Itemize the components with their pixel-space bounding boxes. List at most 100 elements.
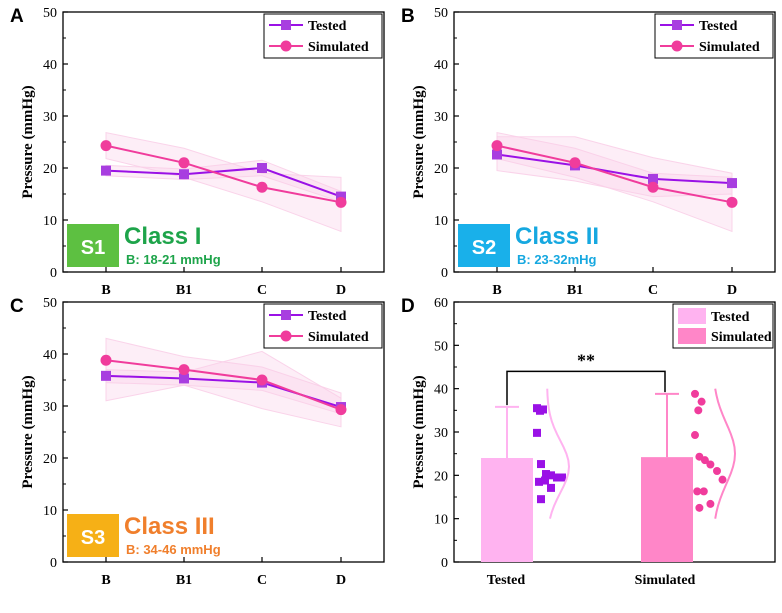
simulated-point: [100, 354, 112, 366]
y-tick-label: 0: [50, 266, 57, 281]
tested-line: [496, 153, 733, 185]
class-code: S2: [472, 237, 496, 259]
tested-dot: [537, 495, 545, 504]
legend-simulated-marker: [280, 330, 292, 342]
y-tick-label: 10: [43, 214, 57, 229]
legend: Tested Simulated: [654, 13, 774, 59]
y-tick-label: 0: [50, 556, 57, 571]
x-tick-label: D: [727, 283, 737, 298]
x-tick-label: B: [101, 573, 110, 588]
simulated-point: [335, 404, 347, 416]
x-tick-label: C: [648, 283, 658, 298]
class-code: S3: [81, 527, 105, 549]
tested-point: [179, 169, 189, 180]
y-tick-label: 60: [434, 296, 448, 311]
y-tick-label: 30: [434, 426, 448, 441]
legend-tested-marker: [672, 20, 682, 30]
simulated-point: [100, 140, 112, 152]
simulated-point: [569, 157, 581, 169]
simulated-dot: [691, 389, 699, 398]
y-axis-label: Pressure (mmHg): [411, 375, 427, 488]
class-box: [67, 224, 119, 267]
class-title: Class I: [124, 223, 201, 250]
legend-simulated-swatch: [678, 328, 706, 344]
tested-point: [179, 373, 189, 384]
legend-tested-label: Tested: [308, 309, 347, 324]
x-tick-label: D: [336, 573, 346, 588]
y-tick-label: 50: [43, 296, 57, 311]
simulated-dot: [693, 487, 702, 496]
panel-letter: C: [10, 296, 24, 317]
y-tick-label: 40: [43, 348, 57, 363]
panel-letter: A: [10, 6, 24, 27]
x-tick-label: Tested: [487, 573, 526, 588]
panel-letter: D: [401, 296, 415, 317]
panel-b: B 0 10 20 30 40 50 B B1 C D Pressure (mmHg) Tested S…: [401, 6, 776, 298]
tested-point: [727, 178, 737, 189]
legend-tested-label: Tested: [308, 19, 347, 34]
legend-simulated-label: Simulated: [308, 40, 369, 55]
x-tick-label: B1: [567, 283, 583, 298]
panel-d: D 0 10 20 30 40 50 60 Tested Simulated Pressure (…: [401, 296, 776, 588]
tested-point: [648, 173, 658, 184]
tested-dot: [553, 473, 561, 482]
panel-c: C 0 10 20 30 40 50 B B1 C D Pressure (mmHg) Tested S…: [10, 296, 385, 588]
x-tick-label: B: [492, 283, 501, 298]
x-tick-label: B1: [176, 283, 192, 298]
y-tick-label: 50: [434, 339, 448, 354]
simulated-dot: [718, 475, 727, 484]
y-tick-label: 30: [434, 110, 448, 125]
simulated-dot: [699, 487, 708, 496]
tested-dot: [535, 477, 543, 486]
tested-point: [101, 370, 111, 381]
y-tick-label: 40: [434, 383, 448, 398]
x-tick-label: C: [257, 573, 267, 588]
simulated-dot: [706, 499, 715, 508]
x-tick-label: D: [336, 283, 346, 298]
simulated-point: [256, 181, 268, 193]
legend-simulated-marker: [671, 40, 683, 52]
y-axis-label: Pressure (mmHg): [411, 85, 427, 198]
simulated-dot: [700, 456, 709, 465]
simulated-dot: [713, 467, 721, 475]
legend-tested-marker: [281, 20, 291, 30]
y-tick-label: 10: [434, 214, 448, 229]
simulated-dot: [697, 397, 706, 406]
tested-dot: [558, 473, 566, 482]
tested-dot: [547, 483, 555, 492]
y-tick-label: 40: [43, 58, 57, 73]
class-title: Class III: [124, 513, 215, 540]
simulated-dot: [691, 431, 699, 440]
legend-simulated-label: Simulated: [308, 330, 369, 345]
legend-tested-label: Tested: [711, 310, 750, 325]
x-tick-label: B1: [176, 573, 192, 588]
tested-point: [257, 163, 267, 173]
tested-dot: [536, 406, 544, 415]
simulated-point: [178, 364, 190, 376]
simulated-point: [647, 181, 659, 193]
class-title: Class II: [515, 223, 599, 250]
simulated-dot: [694, 406, 703, 415]
simulated-band: [496, 132, 733, 233]
y-axis-label: Pressure (mmHg): [20, 85, 36, 198]
simulated-point: [256, 374, 268, 386]
y-tick-label: 30: [43, 400, 57, 415]
x-tick-label: Simulated: [635, 573, 696, 588]
legend-simulated-label: Simulated: [699, 40, 760, 55]
class-badge: S3 Class III B: 34-46 mmHg: [67, 513, 221, 557]
legend-tested-label: Tested: [699, 19, 738, 34]
simulated-point: [491, 140, 503, 152]
legend: Tested Simulated: [263, 303, 383, 349]
y-tick-label: 0: [441, 266, 448, 281]
x-tick-label: C: [257, 283, 267, 298]
simulated-line: [105, 359, 342, 411]
legend-simulated-label: Simulated: [711, 330, 772, 345]
bar-tested: [481, 458, 533, 562]
tested-point: [336, 191, 346, 202]
x-tick-label: B: [101, 283, 110, 298]
simulated-dot: [695, 503, 704, 512]
simulated-band: [105, 337, 342, 428]
bar-simulated: [641, 457, 693, 562]
class-range: B: 23-32mHg: [517, 252, 597, 267]
class-badge: S1 Class I B: 18-21 mmHg: [67, 223, 221, 267]
